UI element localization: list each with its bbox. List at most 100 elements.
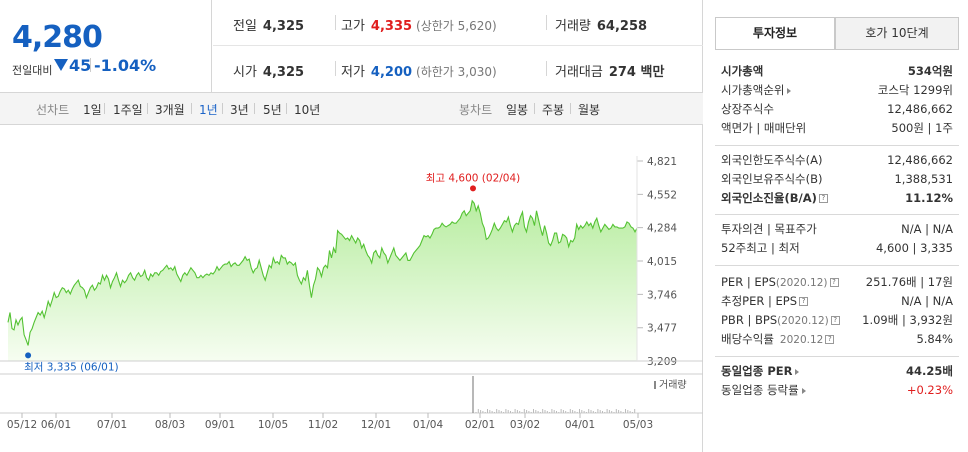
price-chart: 4,821 4,552 4,284 4,015 3,746 3,477 3,209 최고 4… [0,156,703,431]
market-cap-rank-row: 시가총액순위 코스닥 1299위 [715,81,959,100]
pbr-row: PBR | BPS(2020.12)? 1.09배 | 3,932원 [715,311,959,330]
week52-value: 4,600 | 3,335 [875,241,953,255]
divider [254,103,255,114]
x-tick-label: 11/02 [308,419,338,431]
dividend-label: 배당수익률 [721,332,774,346]
tab-daily[interactable]: 일봉 [506,103,529,117]
tab-investment-info[interactable]: 투자정보 [715,17,835,50]
foreign-holdings-label: 외국인보유주식수(B) [721,172,823,186]
tab-5y[interactable]: 5년 [263,103,282,117]
y-tick-label: 3,209 [647,356,677,368]
info-panel: 투자정보 호가 10단계 시가총액 534억원 시가총액순위 코스닥 1299위 상… [705,0,968,452]
arrow-right-icon[interactable] [787,87,792,94]
divider [147,103,148,114]
market-cap-label: 시가총액 [721,64,764,78]
shares-row: 상장주식수 12,486,662 [715,100,959,119]
current-price: 4,280 [12,20,103,55]
low-label: 최저 3,335 (06/01) [24,361,119,373]
divider [546,61,547,76]
arrow-right-icon[interactable] [795,368,800,375]
quote-row-2: 시가 4,325 저가 4,200 (하한가 3,030) 거래대금 274 백만 [213,46,703,92]
peer-per-row: 동일업종 PER 44.25배 [715,362,959,381]
tab-weekly[interactable]: 주봉 [542,103,565,117]
trade-amount-label: 거래대금 [555,65,603,80]
high-label: 고가 [341,19,365,34]
peer-per-value: 44.25배 [906,364,953,378]
x-tick-label: 02/01 [465,419,495,431]
x-tick-label: 08/03 [155,419,185,431]
trade-amount-value: 274 백만 [608,65,665,80]
arrow-right-icon[interactable] [801,387,806,394]
tab-1y[interactable]: 1년 [199,103,218,117]
week52-label: 52주최고 | 최저 [721,241,800,255]
x-tick-label: 06/01 [41,419,71,431]
open-label: 시가 [233,65,257,80]
foreign-limit-row: 외국인한도주식수(A) 12,486,662 [715,151,959,170]
per-row: PER | EPS(2020.12)? 251.76배 | 17원 [715,273,959,292]
peer-change-value: +0.23% [906,383,953,397]
tab-3y[interactable]: 3년 [230,103,249,117]
prev-close: 전일 4,325 [233,15,304,34]
opinion-label: 투자의견 | 목표주가 [721,222,817,236]
divider [335,61,336,76]
tab-1d[interactable]: 1일 [83,103,102,117]
help-icon[interactable]: ? [799,297,809,306]
foreign-limit-label: 외국인한도주식수(A) [721,153,823,167]
y-tick-label: 3,477 [647,323,677,335]
divider [534,103,535,114]
help-icon[interactable]: ? [818,194,828,203]
tab-10y[interactable]: 10년 [294,103,321,117]
low-price: 저가 4,200 (하한가 3,030) [341,61,497,80]
foreign-rate-row: 외국인소진율(B/A)? 11.12% [715,189,959,208]
market-cap-rank-value: 코스닥 1299위 [877,83,953,97]
tab-monthly[interactable]: 월봉 [578,103,601,117]
y-tick-label: 4,284 [647,223,677,235]
open-value: 4,325 [262,65,305,80]
foreign-limit-value: 12,486,662 [887,153,953,167]
help-icon[interactable]: ? [830,316,840,325]
x-tick-label: 04/01 [565,419,595,431]
divider [104,103,105,114]
high-marker [470,185,476,192]
help-icon[interactable]: ? [829,278,839,287]
divider [90,58,91,72]
price-area [8,200,637,361]
market-cap-section: 시가총액 534억원 시가총액순위 코스닥 1299위 상장주식수 12,486,66… [715,62,959,146]
change-percent: -1.04% [94,56,157,75]
quote-row-1: 전일 4,325 고가 4,335 (상한가 5,620) 거래량 64,258 [213,0,703,46]
volume-value: 64,258 [596,19,648,34]
opinion-section: 투자의견 | 목표주가 N/A | N/A 52주최고 | 최저 4,600 | 3… [715,220,959,266]
change-label: 전일대비 [12,64,53,77]
peer-section: 동일업종 PER 44.25배 동일업종 등락률 +0.23% [715,362,959,406]
divider [335,15,336,30]
high-value: 4,335 [370,19,413,34]
price-line [7,199,638,346]
y-tick-label: 4,015 [647,256,677,268]
tab-3m[interactable]: 3개월 [155,103,185,117]
face-value-value: 500원 | 1주 [891,121,953,135]
est-per-row: 추정PER | EPS? N/A | N/A [715,292,959,311]
per-label: PER | EPS [721,275,776,289]
tab-1w[interactable]: 1주일 [113,103,143,117]
tab-quote-10[interactable]: 호가 10단계 [835,17,959,50]
chart-tabs: 선차트 1일 1주일 3개월 1년 3년 5년 10년 봉차트 일봉 주봉 월봉 [0,93,703,125]
divider [546,15,547,30]
x-tick-label: 10/05 [258,419,288,431]
per-date: (2020.12) [775,277,828,289]
prev-close-value: 4,325 [262,19,305,34]
low-marker [25,352,32,359]
est-per-label: 추정PER | EPS [721,294,798,308]
down-arrow-icon [54,59,68,71]
chart-area: 4,280 전일대비 45 -1.04% 전일 4,325 고가 4,335 (상한가… [0,0,703,452]
foreign-section: 외국인한도주식수(A) 12,486,662 외국인보유주식수(B) 1,388,5… [715,151,959,215]
x-tick-label: 05/03 [623,419,653,431]
trade-amount: 거래대금 274 백만 [555,61,664,80]
help-icon[interactable]: ? [825,335,835,344]
peer-per-label: 동일업종 PER [721,364,793,378]
volume-label: 거래량 [659,379,687,391]
info-tabs: 투자정보 호가 10단계 [715,17,959,50]
current-price-box: 4,280 전일대비 45 -1.04% [0,0,212,92]
x-tick-label: 03/02 [510,419,540,431]
face-value-row: 액면가 | 매매단위 500원 | 1주 [715,119,959,138]
foreign-rate-label: 외국인소진율(B/A) [721,191,817,205]
